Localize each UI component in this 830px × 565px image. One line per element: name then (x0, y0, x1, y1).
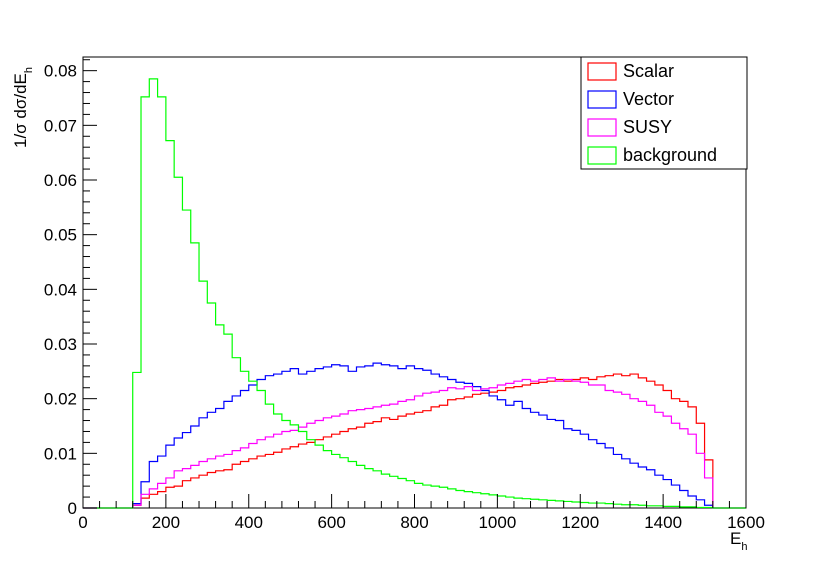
y-tick-label: 0 (68, 499, 77, 518)
legend-label-background: background (623, 145, 717, 165)
legend-label-vector: Vector (623, 89, 674, 109)
x-axis-title: Eh (730, 529, 747, 553)
series-line-scalar (83, 373, 746, 509)
legend-label-scalar: Scalar (623, 61, 674, 81)
legend-swatch-vector (587, 90, 617, 109)
x-tick-label: 1000 (478, 513, 516, 532)
series-line-susy (83, 377, 746, 509)
legend-box (580, 56, 748, 170)
legend: Scalar Vector SUSY background (580, 56, 748, 170)
y-tick-label: 0.04 (44, 280, 77, 299)
series-line-vector (83, 362, 746, 509)
legend-swatch-scalar (587, 62, 617, 81)
series-line-background (83, 78, 746, 509)
legend-label-susy: SUSY (623, 117, 672, 137)
y-axis: 0 0.01 0.02 0.03 0.04 0.05 0.06 0.07 0.08 (44, 59, 97, 518)
y-tick-label: 0.01 (44, 444, 77, 463)
x-tick-label: 1600 (727, 513, 765, 532)
y-axis-title-sub: h (23, 67, 35, 73)
y-tick-label: 0.02 (44, 390, 77, 409)
x-tick-label: 1400 (644, 513, 682, 532)
x-tick-label: 400 (235, 513, 263, 532)
y-axis-title-main: 1/σ dσ/dE (11, 73, 30, 148)
x-axis: 0 200 400 600 800 1000 1200 1400 1600 (78, 494, 765, 532)
x-axis-title-main: E (730, 529, 741, 548)
y-tick-label: 0.07 (44, 116, 77, 135)
x-axis-title-sub: h (741, 541, 747, 553)
y-axis-title: 1/σ dσ/dEh (11, 67, 35, 148)
x-tick-label: 1200 (561, 513, 599, 532)
y-tick-label: 0.06 (44, 171, 77, 190)
series-layer (83, 78, 746, 509)
y-tick-label: 0.03 (44, 335, 77, 354)
x-tick-label: 600 (317, 513, 345, 532)
legend-swatch-susy (587, 118, 617, 137)
y-tick-label: 0.05 (44, 226, 77, 245)
x-tick-label: 0 (78, 513, 87, 532)
x-tick-label: 800 (400, 513, 428, 532)
y-tick-label: 0.08 (44, 62, 77, 81)
x-tick-label: 200 (152, 513, 180, 532)
legend-swatch-background (587, 146, 617, 165)
